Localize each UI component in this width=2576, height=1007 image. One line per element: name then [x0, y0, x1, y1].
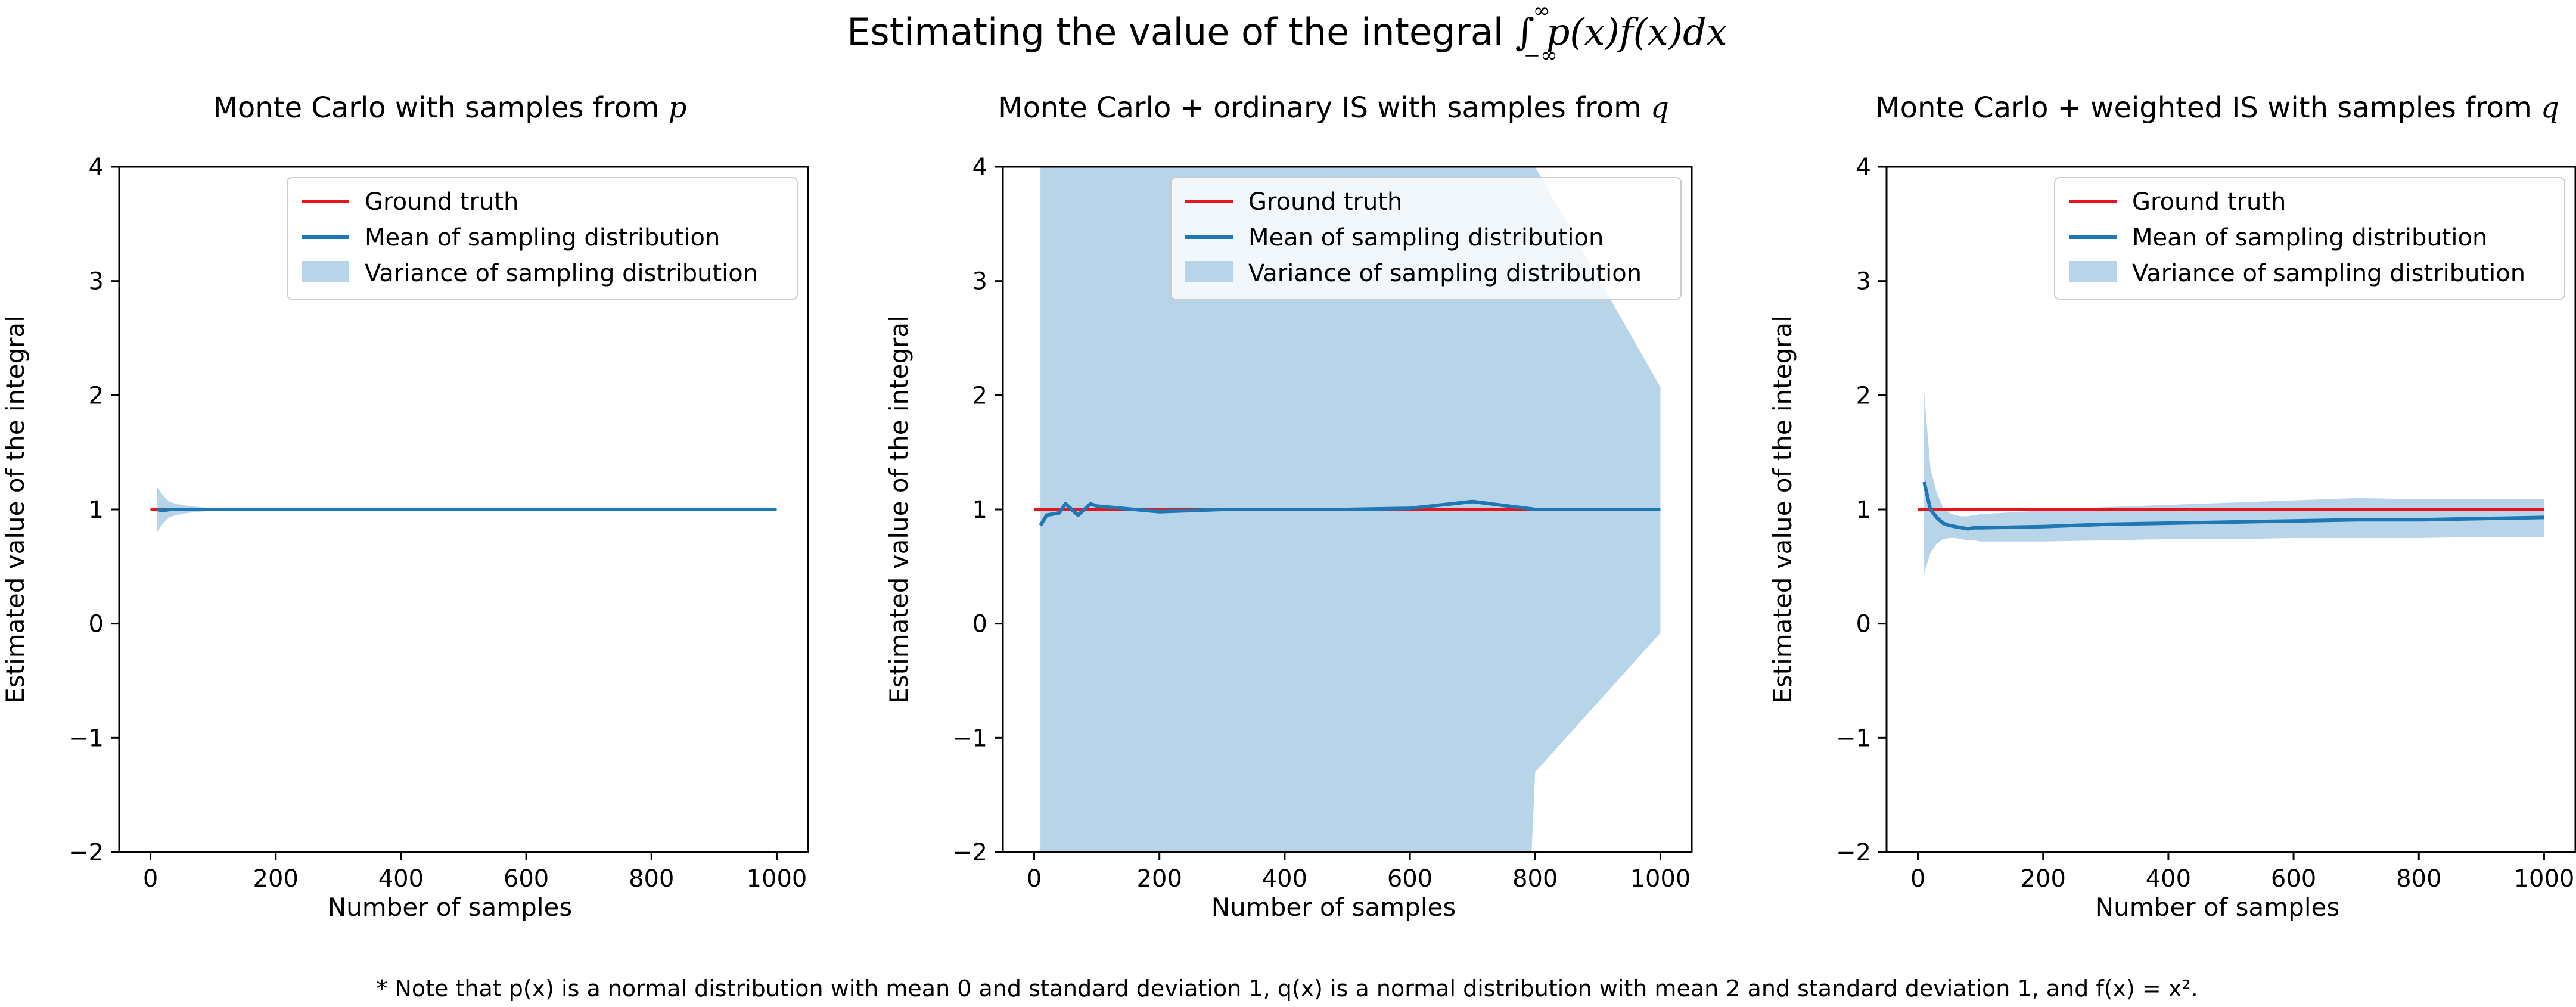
legend-entry-label: Mean of sampling distribution	[2132, 224, 2487, 251]
y-tick-label: 1	[1856, 496, 1871, 524]
plot-area: 0 200 400 600 800 1000 −2 −1 0 1 2 3 4 Ground truth Me…	[952, 154, 1693, 893]
chart-panel-1: Monte Carlo with samples from p 0 200 400 6…	[1, 91, 809, 922]
y-tick-label: 2	[972, 382, 987, 409]
x-tick-label: 1000	[2514, 865, 2575, 893]
variance-band	[1924, 393, 2544, 574]
chart-title: Monte Carlo + weighted IS with samples f…	[1875, 91, 2559, 125]
y-tick-label: −2	[69, 839, 104, 866]
y-tick-label: 2	[89, 382, 104, 409]
chart-title-text: Monte Carlo + weighted IS with samples f…	[1875, 91, 2541, 125]
legend-entry-label: Mean of sampling distribution	[1248, 224, 1604, 251]
x-tick-label: 0	[143, 865, 158, 893]
legend-swatch-variance	[2069, 261, 2117, 282]
x-tick-label: 800	[629, 865, 674, 893]
figure-title-math: ∫ p(x)f(x)dx	[1515, 10, 1727, 54]
x-tick-label: 200	[2021, 865, 2066, 893]
y-tick-label: 3	[89, 268, 104, 296]
chart-panel-3: Monte Carlo + weighted IS with samples f…	[1768, 91, 2576, 922]
legend-entry-label: Mean of sampling distribution	[365, 224, 720, 251]
legend-entry-label: Variance of sampling distribution	[365, 260, 758, 287]
legend-box	[1170, 177, 1682, 300]
figure-title: Estimating the value of the integral ∫ p…	[847, 10, 1727, 54]
y-tick-label: −2	[952, 839, 987, 866]
y-tick-label: 4	[1856, 154, 1871, 181]
data-layer	[150, 486, 777, 533]
integral-upper-limit: ∞	[1533, 0, 1550, 23]
chart-title: Monte Carlo with samples from p	[213, 91, 686, 125]
y-tick-label: 4	[972, 154, 987, 181]
x-tick-label: 400	[378, 865, 424, 893]
mean-line	[156, 508, 777, 512]
data-layer	[1034, 167, 1661, 852]
legend-entry-label: Ground truth	[365, 188, 518, 216]
y-axis-label: Estimated value of the integral	[884, 315, 913, 704]
x-tick-label: 600	[2271, 865, 2316, 893]
mean-line	[1039, 499, 1661, 527]
data-layer	[1918, 393, 2544, 574]
y-axis-label: Estimated value of the integral	[1, 315, 30, 704]
y-tick-label: −1	[1836, 725, 1871, 752]
y-tick-label: 0	[972, 611, 987, 638]
legend: Ground truth Mean of sampling distributio…	[287, 177, 798, 300]
x-tick-label: 0	[1910, 865, 1925, 893]
x-tick-label: 400	[2146, 865, 2191, 893]
chart-title-var: q	[2541, 91, 2559, 125]
legend-box	[2054, 177, 2565, 300]
mean-line	[1922, 481, 2544, 531]
plot-area: 0 200 400 600 800 1000 −2 −1 0 1 2 3 4 Ground truth Me…	[69, 154, 809, 893]
x-tick-label: 600	[504, 865, 549, 893]
x-tick-label: 400	[1262, 865, 1307, 893]
chart-title: Monte Carlo + ordinary IS with samples f…	[998, 91, 1669, 125]
legend: Ground truth Mean of sampling distributio…	[1170, 177, 1682, 300]
legend-box	[287, 177, 798, 300]
x-axis-label: Number of samples	[2095, 893, 2339, 922]
x-tick-label: 1000	[747, 865, 807, 893]
x-axis-label: Number of samples	[328, 893, 572, 922]
y-axis-label: Estimated value of the integral	[1768, 315, 1797, 704]
legend-entry-label: Variance of sampling distribution	[2132, 260, 2525, 287]
y-tick-label: 3	[972, 268, 987, 296]
legend-swatch-variance	[1185, 261, 1233, 282]
y-tick-label: −1	[952, 725, 987, 752]
chart-title-var: p	[669, 91, 687, 125]
chart-title-text: Monte Carlo + ordinary IS with samples f…	[998, 91, 1651, 125]
plot-area: 0 200 400 600 800 1000 −2 −1 0 1 2 3 4 Ground truth Me…	[1836, 154, 2576, 893]
legend-entry-label: Ground truth	[2132, 188, 2286, 216]
chart-panel-2: Monte Carlo + ordinary IS with samples f…	[884, 91, 1693, 922]
y-tick-label: 0	[89, 611, 104, 638]
chart-title-var: q	[1651, 91, 1669, 125]
x-tick-label: 800	[2396, 865, 2441, 893]
y-tick-label: 3	[1856, 268, 1871, 296]
x-tick-label: 600	[1387, 865, 1433, 893]
x-tick-label: 200	[253, 865, 299, 893]
y-tick-label: 2	[1856, 382, 1871, 409]
y-tick-label: −2	[1836, 839, 1871, 866]
legend: Ground truth Mean of sampling distributio…	[2054, 177, 2565, 300]
legend-entry-label: Ground truth	[1248, 188, 1402, 216]
y-tick-label: −1	[69, 725, 104, 752]
x-axis-label: Number of samples	[1211, 893, 1456, 922]
x-tick-label: 0	[1027, 865, 1042, 893]
chart-title-text: Monte Carlo with samples from	[213, 91, 668, 125]
y-tick-label: 0	[1856, 611, 1871, 638]
y-tick-label: 1	[972, 496, 987, 524]
x-tick-label: 1000	[1630, 865, 1691, 893]
y-tick-label: 4	[89, 154, 104, 181]
integral-lower-limit: −∞	[1524, 43, 1558, 67]
x-tick-label: 800	[1512, 865, 1558, 893]
legend-swatch-variance	[302, 261, 349, 282]
figure-title-text: Estimating the value of the integral	[847, 10, 1515, 54]
footnote: * Note that p(x) is a normal distributio…	[376, 975, 2198, 1002]
y-tick-label: 1	[89, 496, 104, 524]
x-tick-label: 200	[1137, 865, 1182, 893]
legend-entry-label: Variance of sampling distribution	[1248, 260, 1642, 287]
